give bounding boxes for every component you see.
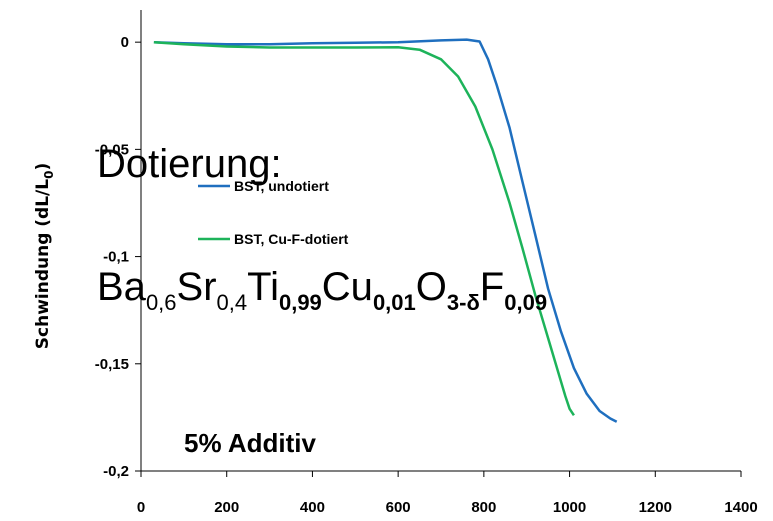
- axes: [135, 10, 742, 477]
- x-tick-label: 1000: [553, 499, 586, 516]
- formula-part: 0,6: [146, 290, 177, 315]
- tick-labels: 0 -0,05 -0,1 -0,15 -0,2 0 200 400 600 800 1000 1200…: [95, 34, 758, 516]
- formula-part: 0,01: [373, 290, 416, 315]
- x-tick-label: 0: [137, 499, 145, 516]
- x-tick-label: 200: [214, 499, 239, 516]
- additiv-note: 5% Additiv: [184, 428, 316, 458]
- y-tick-label: -0,05: [95, 141, 129, 158]
- formula-part: O: [416, 265, 447, 309]
- x-tick-label: 400: [300, 499, 325, 516]
- legend: BST, undotiert BST, Cu-F-dotiert: [198, 178, 349, 247]
- y-tick-label: -0,2: [103, 463, 129, 480]
- formula-part: F: [480, 265, 504, 309]
- dotierung-label: Dotierung:: [97, 142, 282, 186]
- x-tick-label: 600: [386, 499, 411, 516]
- series-lines: [153, 38, 618, 423]
- formula-part: Sr: [177, 265, 217, 309]
- formula-part: 0,4: [217, 290, 248, 315]
- y-tick-label: 0: [121, 34, 129, 51]
- x-tick-label: 1400: [724, 499, 757, 516]
- formula-part: 3-δ: [447, 290, 480, 315]
- series-line-1: [153, 38, 618, 423]
- formula-part: Ba: [97, 265, 147, 309]
- formula-text: Ba0,6Sr0,4Ti0,99Cu0,01O3-δF0,09: [97, 265, 547, 315]
- series-line-2: [153, 40, 575, 416]
- y-tick-label: -0,1: [103, 249, 129, 266]
- x-tick-label: 1200: [639, 499, 672, 516]
- y-tick-label: -0,15: [95, 356, 129, 373]
- formula-part: 0,99: [279, 290, 322, 315]
- legend-label-2: BST, Cu-F-dotiert: [234, 231, 349, 247]
- formula-part: Ti: [247, 265, 279, 309]
- y-axis-label: Schwindung (dL/L0): [33, 163, 56, 349]
- legend-label-1: BST, undotiert: [234, 178, 329, 194]
- x-tick-label: 800: [471, 499, 496, 516]
- formula-part: Cu: [322, 265, 373, 309]
- formula-part: 0,09: [504, 290, 547, 315]
